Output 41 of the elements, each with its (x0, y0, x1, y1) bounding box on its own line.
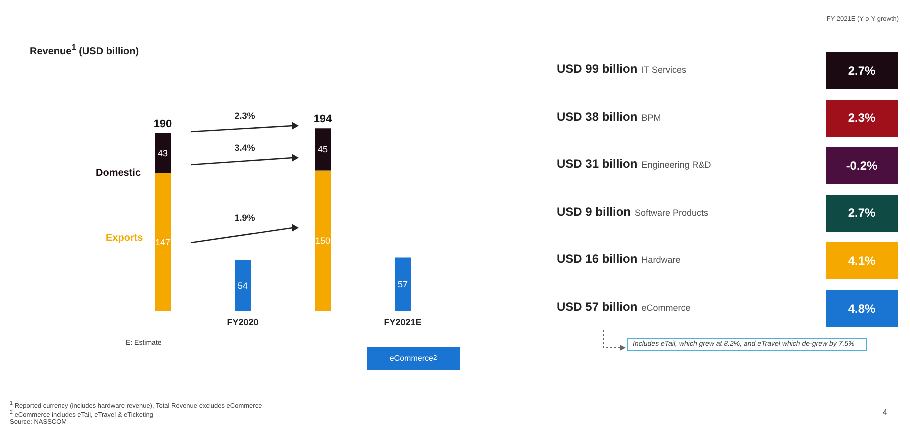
category-label: eCommerce (642, 303, 691, 313)
bar (155, 174, 171, 311)
data-label: 150 (315, 236, 331, 246)
bar (155, 133, 171, 174)
data-label: 147 (155, 237, 171, 248)
data-label: 2.7% (826, 194, 898, 232)
data-label: 57 (398, 279, 408, 290)
data-label: 54 (238, 280, 248, 291)
bar (395, 258, 411, 311)
text: USD 99 billion (557, 62, 638, 76)
category-label: BPM (642, 112, 662, 123)
data-label: 4.1% (826, 242, 898, 280)
total-label: 194 (314, 114, 334, 126)
category-label: IT Services (642, 65, 687, 75)
annotation: 3.4% (234, 143, 256, 153)
bar (235, 260, 251, 311)
bar (315, 128, 331, 171)
text: USD 57 billion (557, 300, 638, 314)
data-label: 2.3% (826, 100, 898, 137)
text: USD 9 billion (557, 204, 632, 219)
annotation: 1.9% (234, 213, 256, 223)
category-label: Hardware (642, 255, 681, 266)
data-label: 4.8% (826, 290, 898, 327)
category-label: Engineering R&D (642, 160, 712, 170)
bar (315, 170, 331, 311)
text: USD 16 billion (557, 252, 638, 266)
chart-title: Revenue$^{1}$ (USD billion) (30, 42, 140, 58)
data-label: -0.2% (826, 147, 898, 184)
data-label: 45 (318, 144, 328, 155)
data-label: 43 (158, 148, 168, 158)
data-label: 2.7% (826, 52, 898, 89)
total-label: 190 (154, 118, 172, 130)
text: USD 31 billion (557, 157, 638, 172)
text: 2.3% (234, 111, 256, 121)
x-tick-label: FY2021E (384, 317, 422, 328)
text: USD 38 billion (557, 110, 638, 124)
series-label: Exports (106, 233, 144, 244)
x-tick-label: FY2020 (227, 317, 259, 328)
series-label: Domestic (96, 168, 142, 179)
category-label: Software Products (635, 208, 709, 218)
text: 4 (883, 408, 888, 417)
